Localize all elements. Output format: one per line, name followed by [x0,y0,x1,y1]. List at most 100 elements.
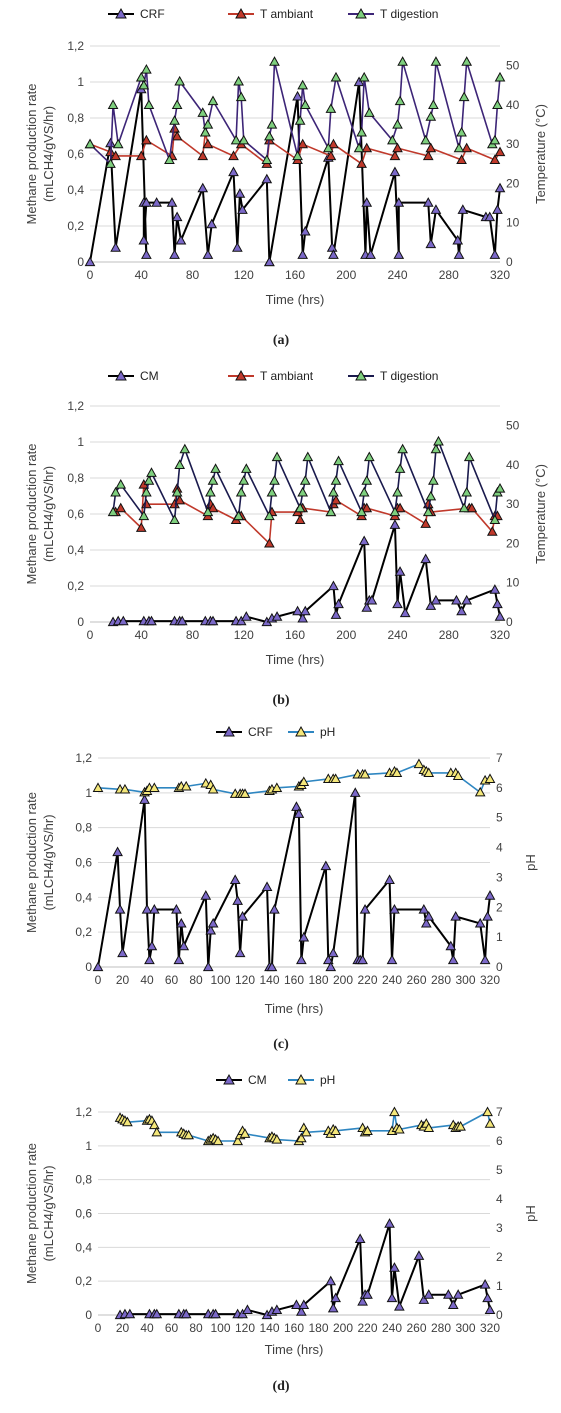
data-point [393,249,405,259]
data-point [171,99,183,110]
data-point [489,514,501,524]
chart-c-svg: 0 0,2 0,4 0,6 0,8 1 1,2 0 1 2 3 4 5 6 7 0 20 40 60 80 100 120… [24,725,538,1052]
y-tick-label: 0,4 [67,183,84,197]
chart-panel-b: 0 0,2 0,4 0,6 0,8 1 1,2 0 10 20 30 40 50 0 40 80 120 160 2… [0,360,561,712]
data-point [328,138,339,149]
data-point [271,451,283,462]
y-axis-title: Methane production rate (mLCH4/gVS/hr) [24,444,56,585]
data-point [139,794,150,804]
panel-label: (b) [272,693,289,708]
data-point [392,142,403,153]
x-tick-label: 40 [140,1321,154,1335]
y2-tick-label: 50 [506,419,520,433]
x-tick-label: 120 [235,973,255,987]
y2-axis-title: pH [523,854,538,871]
y-axis-title: Methane production rate (mLCH4/gVS/hr) [24,792,56,933]
data-point [207,475,219,485]
data-point [445,940,457,951]
data-point [492,598,503,609]
data-point [330,773,341,783]
x-tick-label: 240 [382,973,402,987]
data-point [197,107,209,117]
x-tick-label: 240 [387,268,407,282]
data-point [393,197,405,207]
data-point [394,1123,405,1134]
legend-marker [115,369,127,381]
data-point [292,605,303,616]
x-tick-label: 160 [285,628,305,642]
data-point [297,612,309,623]
y2-tick-label: 3 [496,870,503,884]
data-point [141,64,152,74]
data-point [384,874,395,885]
series-crf [92,787,496,972]
data-point [232,895,243,905]
series-line [119,1222,491,1316]
data-point [92,782,104,792]
legend-item-label: T ambiant [260,7,314,21]
data-point [384,1218,395,1228]
data-point [330,71,342,82]
data-point [231,242,243,252]
x-tick-label: 0 [87,628,94,642]
y-tick-label: 1 [77,435,84,449]
data-point [202,249,214,259]
data-point [240,611,252,621]
data-point [115,479,127,489]
data-point [235,486,247,497]
data-point [362,1125,373,1135]
data-point [494,71,506,82]
data-point [205,924,217,935]
data-point [413,758,425,769]
data-point [200,890,212,900]
chart-panel-c: 0 0,2 0,4 0,6 0,8 1 1,2 0 1 2 3 4 5 6 7 0 20 40 60 80 100 120… [0,720,561,1064]
data-point [112,846,123,857]
data-point [399,607,411,618]
legend-item-label: pH [320,1073,335,1087]
data-point [492,204,503,214]
data-point [357,954,368,965]
data-point [173,954,185,965]
data-point [151,1308,163,1319]
data-point [119,783,131,794]
data-point [418,1294,430,1304]
data-point [425,490,437,501]
data-point [269,56,280,66]
data-point [149,782,160,792]
data-point [389,1106,400,1117]
series-ph [114,1106,496,1146]
data-point [484,890,496,900]
data-point [110,486,121,497]
y2-tick-label: 0 [496,960,503,974]
data-point [482,910,493,921]
y2-tick-label: 3 [496,1221,503,1235]
data-point [365,249,376,259]
x-tick-label: 140 [259,973,279,987]
data-point [489,154,501,164]
y2-tick-label: 30 [506,137,520,151]
chart-panel-d: 0 0,2 0,4 0,6 0,8 1 1,2 0 1 2 3 4 5 6 7 0 20 40 60 80 100 120… [0,1068,561,1408]
y-tick-label: 0 [85,1308,92,1322]
data-point [297,249,309,259]
data-point [261,173,273,184]
data-point [453,249,465,259]
data-point [141,486,152,497]
y-tick-label: 1,2 [75,1105,92,1119]
data-point [420,518,432,528]
data-point [453,142,465,153]
x-tick-label: 120 [234,628,254,642]
data-point [237,204,248,214]
data-point [389,166,401,177]
y2-tick-label: 4 [496,1192,503,1206]
x-tick-label: 180 [308,1321,328,1335]
data-point [110,242,121,252]
data-point [138,234,150,245]
data-point [197,182,209,193]
data-point [361,475,373,485]
data-point [423,767,435,778]
data-point [428,475,439,485]
y-tick-label: 0,2 [75,1274,92,1288]
x-tick-label: 20 [116,1321,130,1335]
x-tick-label: 80 [186,628,200,642]
data-point [271,782,283,792]
